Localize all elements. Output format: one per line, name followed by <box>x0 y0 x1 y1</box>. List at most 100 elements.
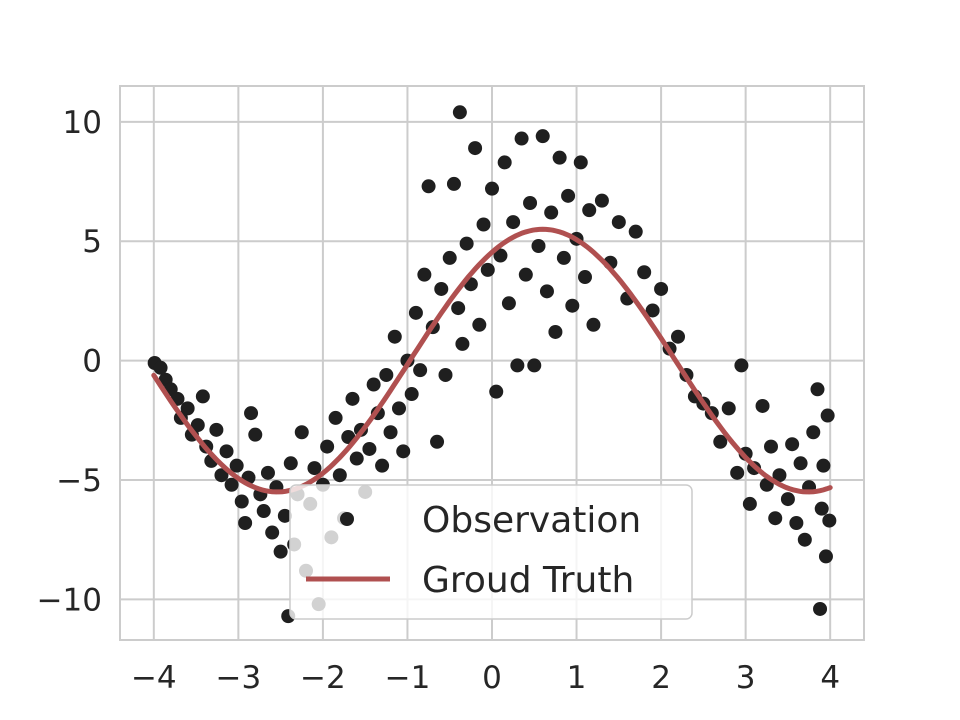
observation-point <box>578 270 592 285</box>
y-tick-label: −5 <box>56 463 102 499</box>
observation-point <box>713 434 728 449</box>
x-tick-label: −1 <box>385 660 431 696</box>
legend-truth-label: Groud Truth <box>422 560 634 601</box>
observation-point <box>518 267 533 282</box>
observation-point <box>472 317 487 332</box>
observation-point <box>552 150 567 165</box>
observation-point <box>468 141 483 156</box>
observation-point <box>366 377 381 392</box>
observation-point <box>459 236 474 251</box>
x-tick-label: 4 <box>820 660 840 696</box>
observation-point <box>814 501 829 516</box>
observation-point <box>190 418 205 433</box>
observation-point <box>816 458 831 473</box>
observation-point <box>452 105 467 120</box>
observation-point <box>362 441 377 456</box>
observation-point <box>497 155 512 170</box>
observation-point <box>485 181 499 196</box>
observation-point <box>307 461 322 476</box>
observation-point <box>721 401 736 416</box>
observation-point <box>586 317 601 332</box>
x-tick-label: 0 <box>482 660 502 696</box>
observation-point <box>506 215 521 230</box>
observation-point <box>510 358 525 373</box>
x-tick-label: −4 <box>131 660 177 696</box>
observation-point <box>408 305 423 320</box>
observation-point <box>548 324 563 339</box>
observation-point <box>455 336 470 351</box>
observation-point <box>332 468 347 483</box>
observation-point <box>349 451 364 466</box>
observation-point <box>392 401 406 416</box>
y-tick-label: −10 <box>37 582 102 618</box>
observation-point <box>283 456 298 471</box>
observation-point <box>153 360 168 375</box>
observation-point <box>561 188 576 203</box>
observation-point <box>527 358 542 373</box>
observation-point <box>789 515 804 530</box>
observation-point <box>573 155 588 170</box>
observation-point <box>818 549 833 564</box>
observation-point <box>523 196 538 211</box>
y-tick-label: 10 <box>63 105 102 141</box>
observation-point <box>565 298 580 313</box>
x-tick-label: −2 <box>300 660 346 696</box>
observation-point <box>544 205 559 220</box>
observation-points <box>147 105 837 624</box>
observation-point <box>320 439 335 454</box>
observation-point <box>822 513 837 528</box>
observation-point <box>628 224 643 239</box>
observation-point <box>248 427 263 442</box>
observation-point <box>539 284 554 299</box>
observation-point <box>501 296 516 311</box>
observation-point <box>810 382 825 397</box>
observation-point <box>413 363 428 378</box>
y-tick-label: 5 <box>82 224 102 260</box>
observation-point <box>637 265 652 280</box>
observation-point <box>671 329 685 344</box>
observation-point <box>434 281 449 296</box>
observation-point <box>451 301 466 316</box>
observation-point <box>797 532 812 547</box>
observation-point <box>180 401 195 416</box>
observation-point <box>417 267 432 282</box>
observation-point <box>404 387 419 402</box>
x-tick-label: 3 <box>736 660 756 696</box>
x-tick-label: −3 <box>216 660 262 696</box>
observation-point <box>442 250 457 265</box>
observation-point <box>476 217 491 232</box>
observation-point <box>772 468 787 483</box>
observation-point <box>383 425 398 440</box>
observation-point <box>229 458 244 473</box>
observation-point <box>806 425 821 440</box>
observation-point <box>387 329 402 344</box>
observation-point <box>645 303 660 318</box>
observation-point <box>489 384 504 399</box>
observation-point <box>421 179 436 194</box>
observation-point <box>238 515 253 530</box>
observation-point <box>294 425 309 440</box>
observation-point <box>273 544 288 559</box>
observation-point <box>780 492 795 507</box>
observation-point <box>345 391 360 406</box>
observation-point <box>594 193 609 208</box>
observation-point <box>214 468 229 483</box>
observation-point <box>234 494 249 509</box>
observation-point <box>328 410 343 425</box>
observation-point <box>438 367 453 382</box>
observation-point <box>730 465 745 480</box>
observation-point <box>734 358 749 373</box>
y-tick-label: 0 <box>82 344 102 380</box>
observation-point <box>379 367 394 382</box>
observation-point <box>768 511 783 526</box>
legend: Observation Groud Truth <box>289 484 693 620</box>
truth-curve <box>151 226 833 495</box>
observation-point <box>219 444 234 459</box>
observation-point <box>793 456 808 471</box>
legend-observation-marker <box>340 512 354 526</box>
observation-point <box>195 389 210 404</box>
observation-point <box>556 250 571 265</box>
observation-point <box>755 398 770 413</box>
observation-point <box>480 262 495 277</box>
